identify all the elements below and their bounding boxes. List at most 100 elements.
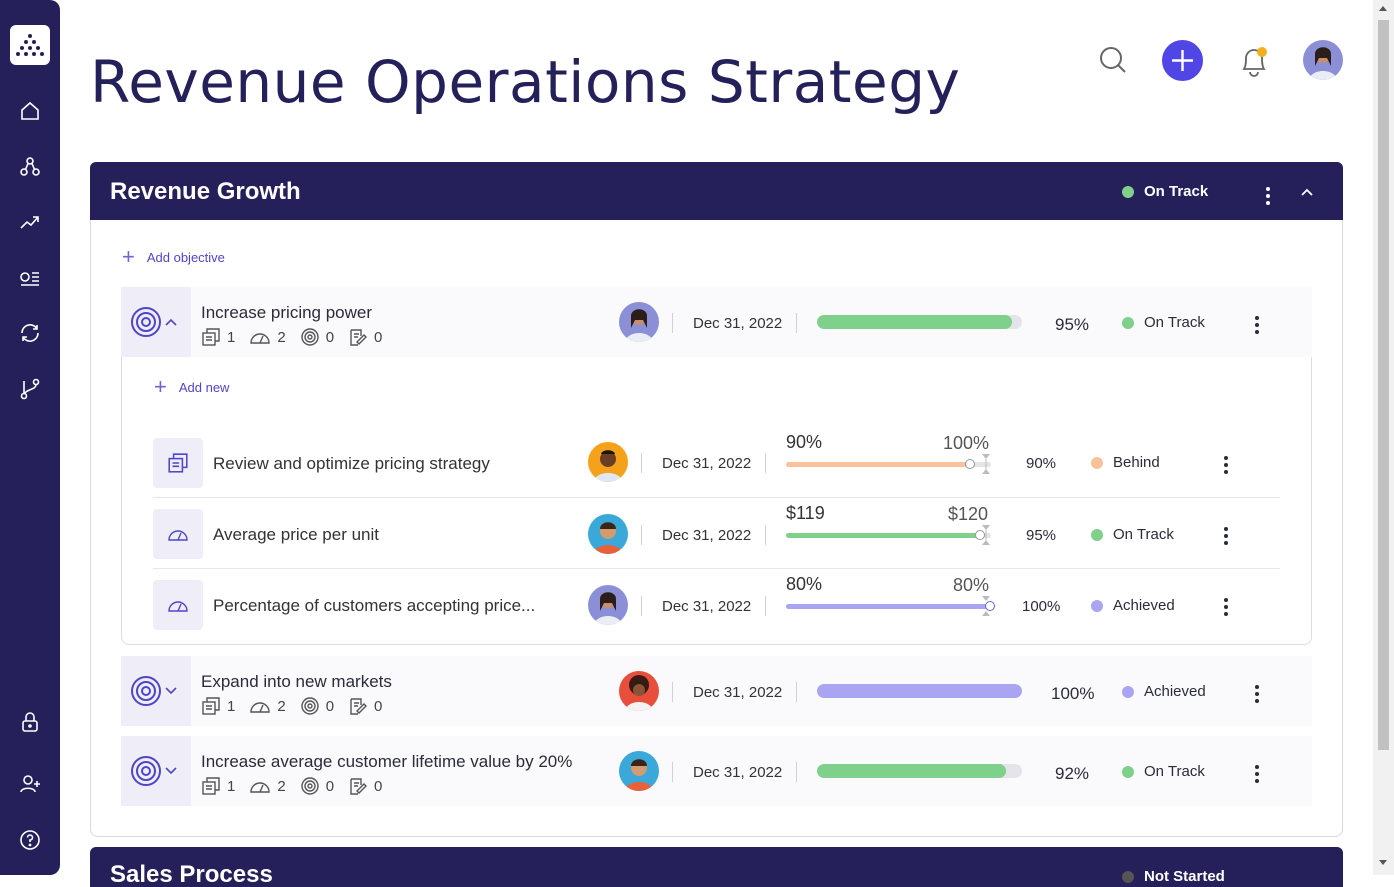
section-header[interactable]: Revenue Growth On Track <box>90 162 1343 220</box>
next-section-status: Not Started <box>1122 868 1225 885</box>
more-options-icon[interactable] <box>1255 316 1259 334</box>
target-marker <box>982 454 990 474</box>
status-label: Achieved <box>1113 597 1175 614</box>
owner-avatar[interactable] <box>588 514 628 554</box>
trend-icon[interactable] <box>18 210 42 234</box>
scroll-thumb[interactable] <box>1378 20 1389 750</box>
status-dot <box>1091 599 1103 612</box>
logo-icon <box>16 34 44 56</box>
key-result-progress <box>786 604 991 609</box>
due-date: Dec 31, 2022 <box>662 598 752 615</box>
status-dot <box>1122 870 1134 883</box>
status-dot <box>1122 685 1134 698</box>
note-edit-icon <box>350 329 368 346</box>
add-objective-label: Add objective <box>146 249 225 265</box>
due-date: Dec 31, 2022 <box>693 315 783 332</box>
progress-handle[interactable] <box>975 530 985 540</box>
status-dot <box>1091 456 1103 469</box>
add-new-label: Add new <box>178 379 230 395</box>
sync-icon[interactable] <box>18 321 42 345</box>
page-title: Revenue Operations Strategy <box>90 48 961 116</box>
help-icon[interactable] <box>18 828 42 852</box>
document-icon <box>202 777 220 795</box>
next-section-header[interactable]: Sales Process Not Started <box>90 847 1343 887</box>
add-button[interactable] <box>1162 40 1203 81</box>
add-objective-button[interactable]: + Add objective <box>122 246 225 268</box>
status-dot <box>1091 528 1103 541</box>
objective-toggle[interactable] <box>121 656 191 726</box>
objective-toggle[interactable] <box>121 736 191 806</box>
gauge-icon <box>153 509 203 559</box>
more-options-icon[interactable] <box>1255 685 1259 703</box>
status-label: On Track <box>1144 314 1205 331</box>
key-result-status: Achieved <box>1091 597 1175 614</box>
due-date: Dec 31, 2022 <box>693 764 783 781</box>
more-options-icon[interactable] <box>1266 187 1270 205</box>
add-new-button[interactable]: + Add new <box>154 376 229 398</box>
due-date: Dec 31, 2022 <box>662 455 752 472</box>
list-icon[interactable] <box>18 266 42 290</box>
key-result-row[interactable]: Average price per unit <box>153 499 1280 569</box>
gauge-icon <box>250 333 271 344</box>
notification-bell-icon[interactable] <box>1238 44 1270 83</box>
objective-row[interactable]: Increase pricing power 1 2 0 0 <box>121 287 1312 357</box>
objective-status: On Track <box>1122 763 1205 780</box>
progress-percent: 95% <box>1055 315 1090 334</box>
status-dot <box>1122 765 1134 778</box>
progress-handle[interactable] <box>985 601 995 611</box>
gauge-icon <box>153 580 203 630</box>
objective-row[interactable]: Increase average customer lifetime value… <box>121 736 1312 806</box>
plus-icon: + <box>122 244 135 269</box>
key-result-name: Review and optimize pricing strategy <box>213 454 490 473</box>
due-date: Dec 31, 2022 <box>662 527 752 544</box>
lock-icon[interactable] <box>18 710 42 734</box>
objective-counts: 1 2 0 0 <box>201 327 382 347</box>
scroll-down-icon[interactable] <box>1379 860 1387 865</box>
app-logo[interactable] <box>10 25 50 65</box>
task-document-icon <box>153 438 203 488</box>
collapse-chevron-icon[interactable] <box>1300 184 1314 202</box>
objective-counts: 1 2 0 0 <box>201 776 382 796</box>
target-icon <box>300 328 319 346</box>
more-options-icon[interactable] <box>1224 456 1228 474</box>
gauge-icon <box>250 782 271 793</box>
target-value: 100% <box>943 433 990 453</box>
sidebar <box>0 0 60 875</box>
owner-avatar[interactable] <box>619 302 659 342</box>
search-icon[interactable] <box>1099 46 1127 79</box>
scroll-up-icon[interactable] <box>1379 6 1387 11</box>
target-icon <box>300 697 319 715</box>
branch-icon[interactable] <box>18 377 42 401</box>
home-icon[interactable] <box>18 99 42 123</box>
owner-avatar[interactable] <box>588 442 628 482</box>
owner-avatar[interactable] <box>619 751 659 791</box>
status-dot <box>1122 316 1134 329</box>
objective-name: Expand into new markets <box>201 672 392 691</box>
objective-toggle[interactable] <box>121 287 191 357</box>
note-edit-icon <box>350 698 368 715</box>
more-options-icon[interactable] <box>1224 598 1228 616</box>
scrollbar[interactable] <box>1373 0 1394 875</box>
target-value: $120 <box>948 504 989 524</box>
key-result-name: Average price per unit <box>213 525 380 544</box>
key-result-row[interactable]: Review and optimize pricing strategy <box>153 428 1280 498</box>
key-result-status: On Track <box>1091 526 1174 543</box>
progress-bar <box>817 315 1022 329</box>
objective-status: On Track <box>1122 314 1205 331</box>
add-user-icon[interactable] <box>18 772 42 796</box>
next-section-title: Sales Process <box>110 861 273 887</box>
more-options-icon[interactable] <box>1255 765 1259 783</box>
plus-icon <box>1172 50 1193 71</box>
status-label: Not Started <box>1144 868 1225 885</box>
user-avatar[interactable] <box>1303 40 1343 80</box>
more-options-icon[interactable] <box>1224 527 1228 545</box>
owner-avatar[interactable] <box>619 671 659 711</box>
hierarchy-icon[interactable] <box>18 155 42 179</box>
objective-row[interactable]: Expand into new markets 1 2 0 0 <box>121 656 1312 726</box>
key-result-row[interactable]: Percentage of customers accepting price.… <box>153 570 1280 640</box>
progress-bar <box>817 684 1022 698</box>
progress-handle[interactable] <box>965 459 975 469</box>
progress-percent: 100% <box>1022 598 1061 615</box>
owner-avatar[interactable] <box>588 585 628 625</box>
progress-bar <box>817 764 1022 778</box>
